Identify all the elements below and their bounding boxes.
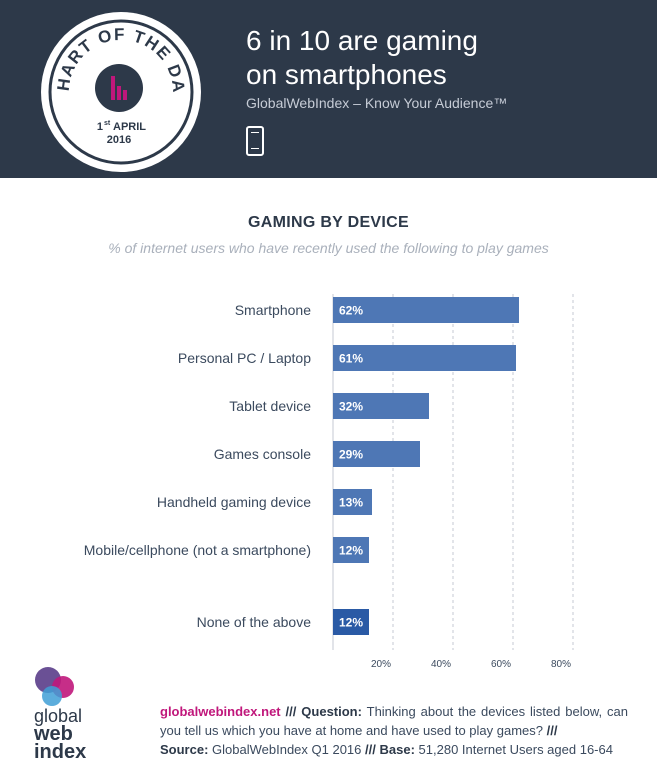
bar [333, 537, 369, 563]
bar [333, 489, 372, 515]
value-label: 12% [339, 544, 363, 558]
value-label: 29% [339, 448, 363, 462]
site-link[interactable]: globalwebindex.net [160, 704, 281, 719]
logo-text-web: web [33, 723, 73, 745]
chart-of-the-day-badge: CHART OF THE DAY 1 st APRIL 2016 [0, 0, 201, 172]
category-label: Games console [214, 446, 311, 462]
badge-day: 1 [97, 121, 103, 133]
bar [333, 297, 519, 323]
bar [333, 345, 516, 371]
logo-text-global: global [34, 706, 82, 726]
bar [333, 441, 420, 467]
chart-subtitle: % of internet users who have recently us… [108, 240, 549, 256]
bar [333, 609, 369, 635]
smartphone-icon [246, 126, 264, 156]
x-tick-label: 60% [491, 659, 511, 670]
separator: /// [285, 704, 297, 719]
footer-line-1: globalwebindex.net /// Question: Thinkin… [160, 702, 628, 740]
base-label: Base: [379, 742, 415, 757]
logo-circle-blue [42, 686, 62, 706]
value-label: 13% [339, 496, 363, 510]
bar [333, 393, 429, 419]
title-line-1: 6 in 10 are gaming [246, 25, 478, 56]
value-label: 12% [339, 616, 363, 630]
value-label: 62% [339, 304, 363, 318]
source-label: Source: [160, 742, 209, 757]
value-label: 61% [339, 352, 363, 366]
globalwebindex-logo: global web index [33, 667, 86, 760]
x-tick-label: 40% [431, 659, 451, 670]
bar-chart-icon [111, 76, 127, 100]
chart-title: GAMING BY DEVICE [248, 214, 409, 231]
header: CHART OF THE DAY 1 st APRIL 2016 6 in 10… [0, 0, 657, 178]
category-label: Tablet device [229, 398, 311, 414]
footer-notes: globalwebindex.net /// Question: Thinkin… [160, 702, 628, 759]
category-label: Mobile/cellphone (not a smartphone) [84, 542, 311, 558]
bar-chart: 20% 40% 60% 80% Smartphone 62% Personal PC / L… [84, 294, 574, 670]
footer-line-2: Source: GlobalWebIndex Q1 2016 /// Base:… [160, 740, 628, 759]
question-label: Question: [301, 704, 362, 719]
badge-month: APRIL [113, 121, 146, 133]
badge-year: 2016 [107, 134, 131, 146]
x-tick-label: 20% [371, 659, 391, 670]
category-label: Handheld gaming device [157, 494, 311, 510]
badge-day-suffix: st [104, 120, 111, 127]
category-label: Smartphone [235, 302, 311, 318]
tagline: GlobalWebIndex – Know Your Audience™ [246, 95, 508, 111]
separator: /// [546, 723, 558, 738]
separator: /// [365, 742, 376, 757]
question-text: Thinking about the devices listed below,… [160, 704, 628, 738]
value-label: 32% [339, 400, 363, 414]
page-title: 6 in 10 are gaming on smartphones [246, 24, 626, 92]
category-label: None of the above [197, 614, 312, 630]
base-text: 51,280 Internet Users aged 16-64 [418, 742, 613, 757]
source-text: GlobalWebIndex Q1 2016 [212, 742, 362, 757]
x-tick-label: 80% [551, 659, 571, 670]
category-label: Personal PC / Laptop [178, 350, 311, 366]
logo-text-index: index [34, 741, 86, 760]
title-line-2: on smartphones [246, 59, 447, 90]
